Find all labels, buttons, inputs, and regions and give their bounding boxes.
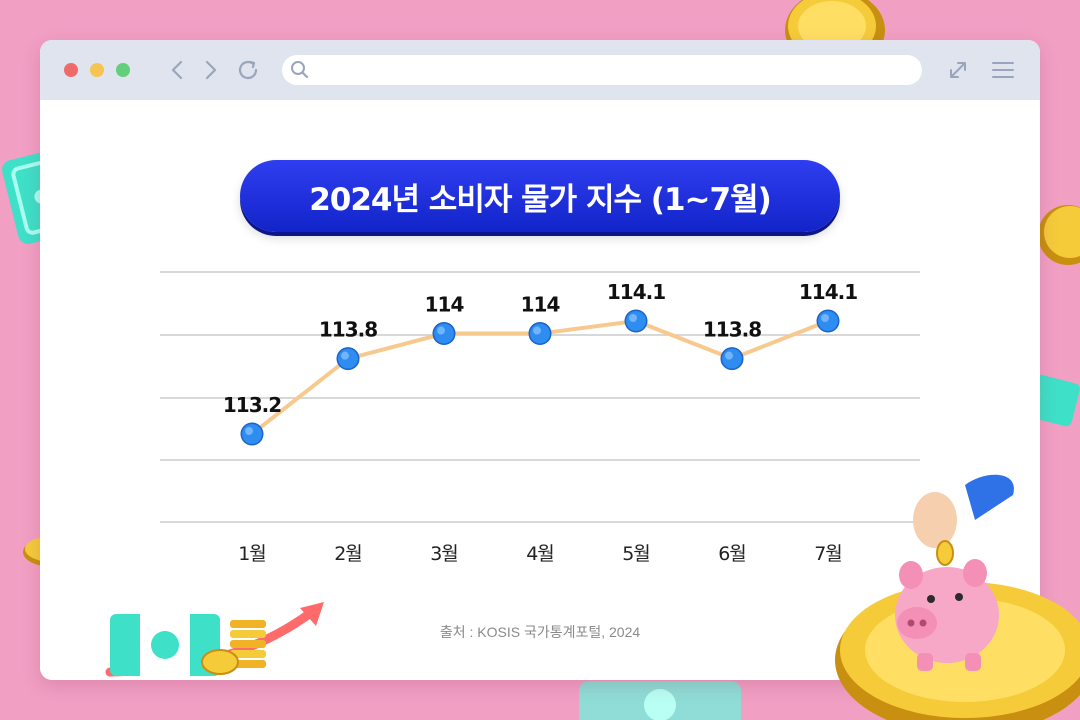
x-tick-label: 5월 <box>622 543 650 565</box>
banknote-icon <box>579 681 741 720</box>
minimize-button[interactable] <box>90 63 104 77</box>
data-point <box>624 309 648 333</box>
source-note: 출처 : KOSIS 국가통계포털, 2024 <box>439 624 641 640</box>
chart-title: 2024년 소비자 물가 지수 (1~7월) <box>240 160 840 232</box>
data-point <box>720 347 744 371</box>
data-label: 113.8 <box>703 318 761 342</box>
close-button[interactable] <box>64 63 78 77</box>
data-label: 113.8 <box>319 318 377 342</box>
forward-icon[interactable] <box>198 58 222 82</box>
data-label: 114.1 <box>607 280 665 304</box>
x-tick-label: 6월 <box>718 543 746 565</box>
money-stack-icon <box>105 602 324 677</box>
address-bar[interactable] <box>282 55 922 85</box>
menu-icon[interactable] <box>990 58 1016 82</box>
x-tick-label: 7월 <box>814 543 842 565</box>
title-bar <box>40 40 1040 100</box>
search-icon <box>291 61 309 79</box>
data-label: 114.1 <box>799 280 857 304</box>
data-point <box>528 322 552 346</box>
data-point <box>336 347 360 371</box>
data-point <box>816 309 840 333</box>
data-label: 113.2 <box>223 393 281 417</box>
line-chart: 113.2 113.8 114 114 114.1 113.8 114.1 1월 2월 3월 4월 5… <box>160 271 920 565</box>
coin-icon <box>1038 205 1080 265</box>
expand-icon[interactable] <box>946 58 970 82</box>
data-point <box>432 322 456 346</box>
data-label: 114 <box>425 293 464 317</box>
x-tick-label: 3월 <box>430 543 458 565</box>
x-tick-label: 4월 <box>526 543 554 565</box>
back-icon[interactable] <box>166 58 190 82</box>
data-label: 114 <box>521 293 560 317</box>
x-tick-label: 2월 <box>334 543 362 565</box>
reload-icon[interactable] <box>236 58 260 82</box>
piggy-bank-icon <box>835 474 1080 720</box>
maximize-button[interactable] <box>116 63 130 77</box>
data-point <box>240 422 264 446</box>
x-tick-label: 1월 <box>238 543 266 565</box>
browser-window: 2024년 소비자 물가 지수 (1~7월) 113.2 113.8 114 114 1… <box>40 40 1040 680</box>
